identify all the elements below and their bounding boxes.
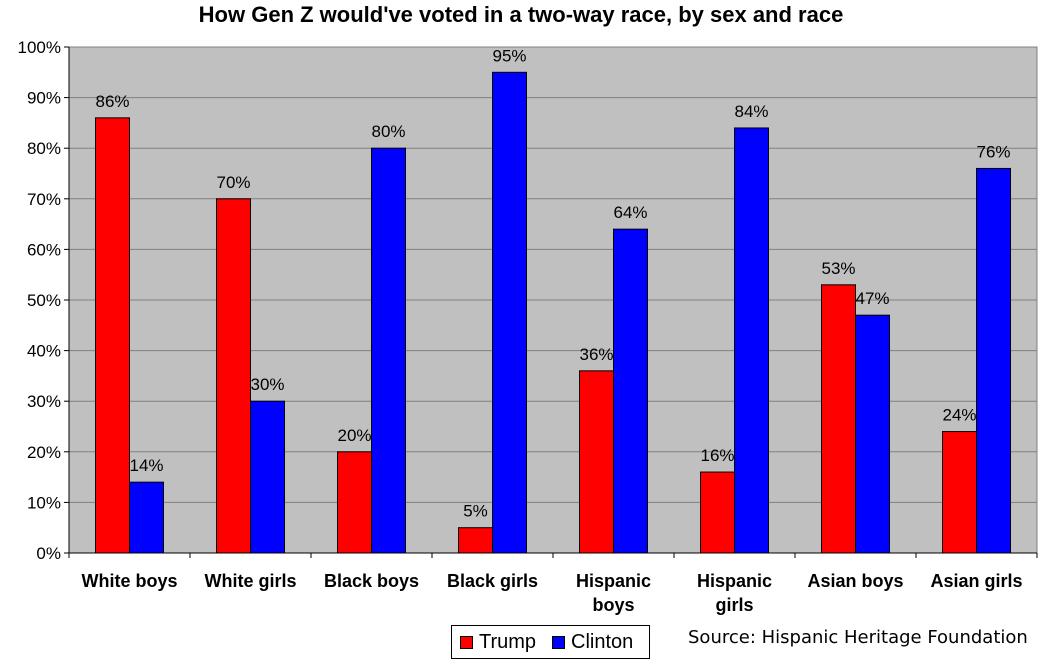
- data-label-trump: 36%: [579, 345, 613, 364]
- bar-clinton: [129, 481, 164, 554]
- y-tick-label: 20%: [27, 443, 61, 462]
- y-tick-label: 90%: [27, 89, 61, 108]
- data-label-clinton: 95%: [492, 46, 526, 65]
- data-label-clinton: 30%: [250, 375, 284, 394]
- bar-trump: [458, 527, 493, 554]
- legend-swatch-clinton: [552, 635, 565, 649]
- bar-clinton: [855, 314, 890, 554]
- y-tick-label: 40%: [27, 342, 61, 361]
- bar-clinton: [734, 127, 769, 554]
- x-tick-label: White girls: [204, 571, 296, 591]
- data-label-clinton: 64%: [613, 203, 647, 222]
- data-label-clinton: 80%: [371, 122, 405, 141]
- source-note: Source: Hispanic Heritage Foundation: [688, 627, 1028, 648]
- legend-item-clinton: Clinton: [552, 631, 633, 653]
- bar-trump: [821, 284, 856, 554]
- y-tick-label: 50%: [27, 291, 61, 310]
- bar-trump: [216, 198, 251, 554]
- data-label-trump: 20%: [337, 426, 371, 445]
- data-label-clinton: 47%: [855, 289, 889, 308]
- bar-clinton: [371, 147, 406, 554]
- x-tick-label: Hispanic girls: [697, 571, 772, 615]
- legend-label-trump: Trump: [479, 630, 537, 653]
- data-label-trump: 70%: [216, 173, 250, 192]
- bar-clinton: [250, 400, 285, 554]
- y-tick-label: 10%: [27, 493, 61, 512]
- data-label-trump: 24%: [942, 406, 976, 425]
- data-label-clinton: 84%: [734, 102, 768, 121]
- data-labels: 86% 14% 70% 30% 20% 80% 5% 95% 36% 64% 16% 84% 53%47…: [95, 46, 1010, 520]
- bar-clinton: [976, 167, 1011, 554]
- bar-trump: [700, 471, 735, 554]
- bar-trump: [579, 370, 614, 554]
- data-label-trump: 5%: [463, 502, 488, 521]
- chart-title: How Gen Z would've voted in a two-way ra…: [198, 2, 844, 27]
- y-tick-label: 80%: [27, 139, 61, 158]
- data-label-trump: 86%: [95, 92, 129, 111]
- bar-trump: [337, 451, 372, 554]
- y-tick-label: 60%: [27, 240, 61, 259]
- x-tick-label: Black boys: [324, 571, 419, 591]
- bar-clinton: [613, 228, 648, 554]
- y-tick-label: 70%: [27, 190, 61, 209]
- x-tick-label: Hispanic boys: [576, 571, 651, 615]
- data-label-trump: 53%: [821, 259, 855, 278]
- y-tick-label: 100%: [18, 38, 61, 57]
- x-tick-label: Black girls: [447, 571, 538, 591]
- data-label-trump: 16%: [700, 446, 734, 465]
- legend-label-clinton: Clinton: [571, 630, 634, 653]
- y-tick-label: 30%: [27, 392, 61, 411]
- y-tick-label: 0%: [36, 544, 61, 563]
- x-tick-label: White boys: [81, 571, 177, 591]
- data-label-clinton: 76%: [976, 142, 1010, 161]
- bar-trump: [95, 117, 130, 554]
- bars: [95, 71, 1011, 554]
- x-tick-label: Asian boys: [807, 571, 903, 591]
- bar-trump: [942, 431, 977, 554]
- bar-clinton: [492, 71, 527, 554]
- x-tick-label: Asian girls: [930, 571, 1022, 591]
- legend-swatch-trump: [460, 635, 473, 649]
- data-label-clinton: 14%: [129, 456, 163, 475]
- legend: Trump Clinton: [451, 625, 650, 659]
- legend-item-trump: Trump: [460, 631, 536, 653]
